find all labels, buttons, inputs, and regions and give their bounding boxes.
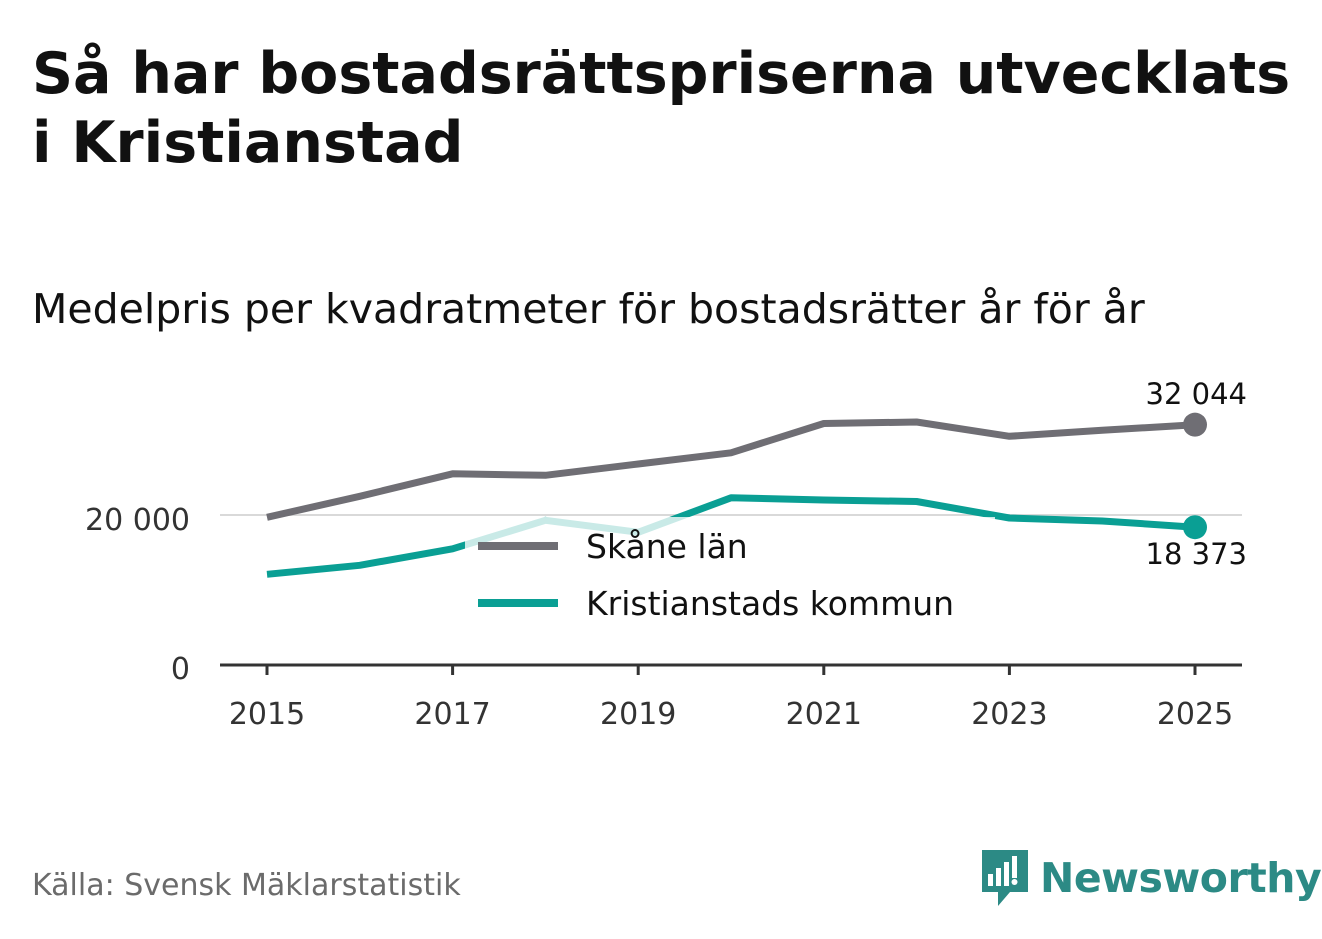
legend-label-skane: Skåne län <box>586 527 748 566</box>
legend-background <box>465 517 995 635</box>
series-line-kristianstad <box>266 494 1196 578</box>
x-tick-label: 2025 <box>1157 697 1233 732</box>
chart-title: Så har bostadsrättspriserna utvecklats i… <box>32 41 1291 176</box>
x-tick-label: 2019 <box>600 697 676 732</box>
x-tick-label: 2021 <box>786 697 862 732</box>
newsworthy-logo-icon <box>982 850 1028 906</box>
y-tick-label-20000: 20 000 <box>85 503 190 538</box>
source-note: Källa: Svensk Mäklarstatistik <box>32 868 461 903</box>
end-label-kristianstad: 18 373 <box>1146 537 1247 571</box>
end-point-skane <box>1183 412 1207 437</box>
end-point-kristianstad <box>1183 515 1207 540</box>
end-label-skane: 32 044 <box>1146 377 1247 411</box>
x-tick-label: 2017 <box>414 697 490 732</box>
y-tick-label-0: 0 <box>171 652 190 687</box>
line-chart: 20 000 0 Skåne län Kristianstads kommun … <box>85 377 1247 732</box>
brand-name: Newsworthy <box>1040 854 1322 902</box>
brand-logo: Newsworthy <box>980 848 1322 908</box>
legend-label-kristianstad: Kristianstads kommun <box>586 584 954 623</box>
series-line-skane <box>266 418 1196 521</box>
x-tick-label: 2023 <box>971 697 1047 732</box>
chart-subtitle: Medelpris per kvadratmeter för bostadsrä… <box>32 285 1145 333</box>
x-tick-label: 2015 <box>229 697 305 732</box>
